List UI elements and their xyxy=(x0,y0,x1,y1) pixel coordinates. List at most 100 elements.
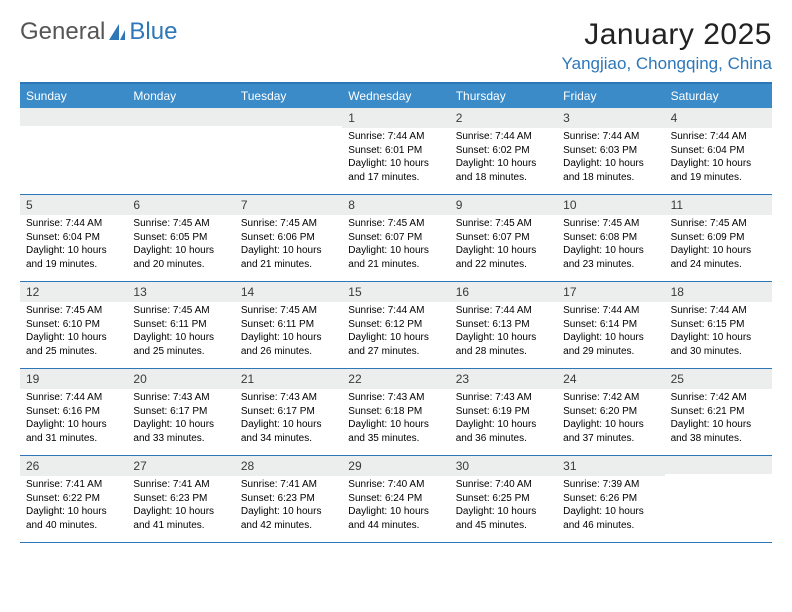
sunrise-text: Sunrise: 7:44 AM xyxy=(26,391,121,405)
sunrise-text: Sunrise: 7:44 AM xyxy=(456,304,551,318)
sunset-text: Sunset: 6:11 PM xyxy=(133,318,228,332)
day-cell: 18Sunrise: 7:44 AMSunset: 6:15 PMDayligh… xyxy=(665,282,772,368)
sunset-text: Sunset: 6:04 PM xyxy=(26,231,121,245)
day-cell: 15Sunrise: 7:44 AMSunset: 6:12 PMDayligh… xyxy=(342,282,449,368)
day-cell: 27Sunrise: 7:41 AMSunset: 6:23 PMDayligh… xyxy=(127,456,234,542)
sunrise-text: Sunrise: 7:45 AM xyxy=(241,304,336,318)
weekday-header: Sunday Monday Tuesday Wednesday Thursday… xyxy=(20,84,772,108)
day-number xyxy=(665,456,772,474)
sunset-text: Sunset: 6:26 PM xyxy=(563,492,658,506)
day-cell: 16Sunrise: 7:44 AMSunset: 6:13 PMDayligh… xyxy=(450,282,557,368)
day-number: 27 xyxy=(127,456,234,476)
day-number: 29 xyxy=(342,456,449,476)
daylight-text: Daylight: 10 hours and 30 minutes. xyxy=(671,331,766,358)
day-details: Sunrise: 7:44 AMSunset: 6:14 PMDaylight:… xyxy=(557,304,664,358)
day-cell xyxy=(235,108,342,194)
daylight-text: Daylight: 10 hours and 27 minutes. xyxy=(348,331,443,358)
daylight-text: Daylight: 10 hours and 25 minutes. xyxy=(26,331,121,358)
day-details: Sunrise: 7:44 AMSunset: 6:04 PMDaylight:… xyxy=(665,130,772,184)
sunrise-text: Sunrise: 7:44 AM xyxy=(348,304,443,318)
day-details: Sunrise: 7:45 AMSunset: 6:10 PMDaylight:… xyxy=(20,304,127,358)
day-cell xyxy=(20,108,127,194)
day-details: Sunrise: 7:43 AMSunset: 6:19 PMDaylight:… xyxy=(450,391,557,445)
sunrise-text: Sunrise: 7:43 AM xyxy=(348,391,443,405)
day-number: 8 xyxy=(342,195,449,215)
day-details: Sunrise: 7:43 AMSunset: 6:18 PMDaylight:… xyxy=(342,391,449,445)
day-number: 3 xyxy=(557,108,664,128)
sunset-text: Sunset: 6:18 PM xyxy=(348,405,443,419)
sunrise-text: Sunrise: 7:45 AM xyxy=(133,217,228,231)
daylight-text: Daylight: 10 hours and 29 minutes. xyxy=(563,331,658,358)
day-number: 2 xyxy=(450,108,557,128)
daylight-text: Daylight: 10 hours and 23 minutes. xyxy=(563,244,658,271)
logo-text-blue: Blue xyxy=(129,18,177,46)
day-number: 18 xyxy=(665,282,772,302)
day-details: Sunrise: 7:39 AMSunset: 6:26 PMDaylight:… xyxy=(557,478,664,532)
day-details: Sunrise: 7:45 AMSunset: 6:09 PMDaylight:… xyxy=(665,217,772,271)
day-number: 16 xyxy=(450,282,557,302)
daylight-text: Daylight: 10 hours and 17 minutes. xyxy=(348,157,443,184)
daylight-text: Daylight: 10 hours and 45 minutes. xyxy=(456,505,551,532)
sunrise-text: Sunrise: 7:44 AM xyxy=(456,130,551,144)
day-number: 21 xyxy=(235,369,342,389)
day-cell: 3Sunrise: 7:44 AMSunset: 6:03 PMDaylight… xyxy=(557,108,664,194)
day-cell: 2Sunrise: 7:44 AMSunset: 6:02 PMDaylight… xyxy=(450,108,557,194)
daylight-text: Daylight: 10 hours and 34 minutes. xyxy=(241,418,336,445)
daylight-text: Daylight: 10 hours and 37 minutes. xyxy=(563,418,658,445)
sunset-text: Sunset: 6:16 PM xyxy=(26,405,121,419)
weekday-tuesday: Tuesday xyxy=(235,84,342,108)
sunrise-text: Sunrise: 7:40 AM xyxy=(348,478,443,492)
sunset-text: Sunset: 6:24 PM xyxy=(348,492,443,506)
sunset-text: Sunset: 6:17 PM xyxy=(133,405,228,419)
day-details: Sunrise: 7:42 AMSunset: 6:21 PMDaylight:… xyxy=(665,391,772,445)
day-details: Sunrise: 7:44 AMSunset: 6:12 PMDaylight:… xyxy=(342,304,449,358)
day-number: 12 xyxy=(20,282,127,302)
sunrise-text: Sunrise: 7:45 AM xyxy=(241,217,336,231)
sunrise-text: Sunrise: 7:44 AM xyxy=(563,130,658,144)
location-text: Yangjiao, Chongqing, China xyxy=(562,54,772,74)
sunset-text: Sunset: 6:13 PM xyxy=(456,318,551,332)
day-number: 13 xyxy=(127,282,234,302)
day-cell: 19Sunrise: 7:44 AMSunset: 6:16 PMDayligh… xyxy=(20,369,127,455)
day-cell: 29Sunrise: 7:40 AMSunset: 6:24 PMDayligh… xyxy=(342,456,449,542)
day-number: 25 xyxy=(665,369,772,389)
sunset-text: Sunset: 6:05 PM xyxy=(133,231,228,245)
day-cell: 11Sunrise: 7:45 AMSunset: 6:09 PMDayligh… xyxy=(665,195,772,281)
daylight-text: Daylight: 10 hours and 20 minutes. xyxy=(133,244,228,271)
day-cell: 12Sunrise: 7:45 AMSunset: 6:10 PMDayligh… xyxy=(20,282,127,368)
daylight-text: Daylight: 10 hours and 42 minutes. xyxy=(241,505,336,532)
day-cell xyxy=(665,456,772,542)
day-details: Sunrise: 7:44 AMSunset: 6:02 PMDaylight:… xyxy=(450,130,557,184)
sunrise-text: Sunrise: 7:39 AM xyxy=(563,478,658,492)
weekday-monday: Monday xyxy=(127,84,234,108)
day-cell: 25Sunrise: 7:42 AMSunset: 6:21 PMDayligh… xyxy=(665,369,772,455)
sunset-text: Sunset: 6:11 PM xyxy=(241,318,336,332)
day-cell xyxy=(127,108,234,194)
weekday-saturday: Saturday xyxy=(665,84,772,108)
day-number: 4 xyxy=(665,108,772,128)
day-cell: 7Sunrise: 7:45 AMSunset: 6:06 PMDaylight… xyxy=(235,195,342,281)
day-details: Sunrise: 7:40 AMSunset: 6:25 PMDaylight:… xyxy=(450,478,557,532)
weekday-thursday: Thursday xyxy=(450,84,557,108)
sunset-text: Sunset: 6:06 PM xyxy=(241,231,336,245)
day-number: 17 xyxy=(557,282,664,302)
calendar: Sunday Monday Tuesday Wednesday Thursday… xyxy=(20,82,772,543)
sunrise-text: Sunrise: 7:43 AM xyxy=(241,391,336,405)
day-cell: 28Sunrise: 7:41 AMSunset: 6:23 PMDayligh… xyxy=(235,456,342,542)
day-details: Sunrise: 7:45 AMSunset: 6:07 PMDaylight:… xyxy=(450,217,557,271)
day-cell: 22Sunrise: 7:43 AMSunset: 6:18 PMDayligh… xyxy=(342,369,449,455)
daylight-text: Daylight: 10 hours and 25 minutes. xyxy=(133,331,228,358)
day-number: 14 xyxy=(235,282,342,302)
sunset-text: Sunset: 6:03 PM xyxy=(563,144,658,158)
day-cell: 13Sunrise: 7:45 AMSunset: 6:11 PMDayligh… xyxy=(127,282,234,368)
day-number: 30 xyxy=(450,456,557,476)
sunset-text: Sunset: 6:15 PM xyxy=(671,318,766,332)
daylight-text: Daylight: 10 hours and 19 minutes. xyxy=(26,244,121,271)
day-details: Sunrise: 7:45 AMSunset: 6:07 PMDaylight:… xyxy=(342,217,449,271)
day-cell: 8Sunrise: 7:45 AMSunset: 6:07 PMDaylight… xyxy=(342,195,449,281)
day-number: 7 xyxy=(235,195,342,215)
day-cell: 30Sunrise: 7:40 AMSunset: 6:25 PMDayligh… xyxy=(450,456,557,542)
week-row: 12Sunrise: 7:45 AMSunset: 6:10 PMDayligh… xyxy=(20,281,772,368)
day-number: 20 xyxy=(127,369,234,389)
sunset-text: Sunset: 6:02 PM xyxy=(456,144,551,158)
